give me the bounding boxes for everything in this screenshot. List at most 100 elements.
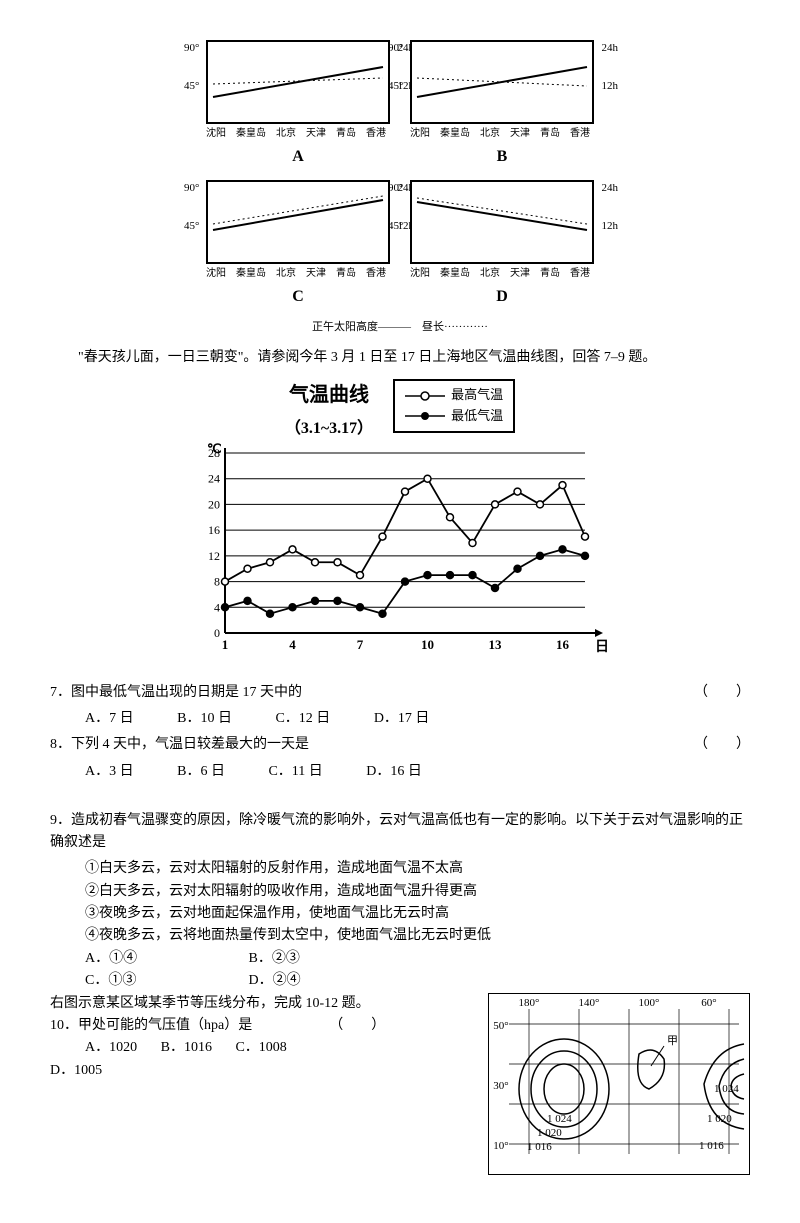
city: 沈阳 [206, 126, 226, 142]
city: 天津 [510, 126, 530, 142]
city: 秦皇岛 [236, 126, 266, 142]
panel-a: 90° 45° 24h 12h [206, 40, 390, 124]
q7-options: A．7 日 B．10 日 C．12 日 D．17 日 [50, 708, 750, 730]
intro-text: "春天孩儿面，一日三朝变"。请参阅今年 3 月 1 日至 17 日上海地区气温曲… [50, 347, 750, 369]
city: 香港 [366, 266, 386, 282]
svg-text:4: 4 [289, 637, 296, 652]
chart-legend: 最高气温 最低气温 [393, 379, 515, 433]
city: 青岛 [540, 126, 560, 142]
svg-text:50°: 50° [493, 1020, 508, 1032]
ylab: 90° [388, 40, 403, 58]
chart-subtitle: （3.1~3.17） [285, 420, 373, 437]
svg-text:12: 12 [208, 549, 220, 563]
ylab: 90° [388, 180, 403, 198]
panel-a-wrap: 90° 45° 24h 12h 沈阳 秦皇岛 北京 天津 青岛 香港 A [206, 40, 390, 170]
svg-text:16: 16 [556, 637, 570, 652]
city: 秦皇岛 [236, 266, 266, 282]
svg-text:30°: 30° [493, 1080, 508, 1092]
opt-c: C．①③ [85, 970, 245, 992]
svg-text:甲: 甲 [667, 1035, 678, 1047]
panel-label-a: A [206, 144, 390, 170]
panel-c: 90° 45° 24h 12h [206, 180, 390, 264]
temperature-svg: 2824201612840℃147101316日 [190, 443, 610, 663]
opt-c: C．12 日 [275, 708, 330, 730]
panel-charts-top-row: 90° 45° 24h 12h 沈阳 秦皇岛 北京 天津 青岛 香港 A 90°… [50, 40, 750, 170]
opt-d: D．16 日 [366, 761, 422, 783]
panel-b: 90° 45° 24h 12h [410, 40, 594, 124]
svg-text:100°: 100° [639, 997, 660, 1009]
opt-b: B．6 日 [177, 761, 225, 783]
panel-d-wrap: 90° 45° 24h 12h 沈阳 秦皇岛 北京 天津 青岛 香港 D [410, 180, 594, 310]
svg-text:16: 16 [208, 523, 220, 537]
blank-paren: （ ） [694, 682, 750, 704]
opt-c: C．1008 [235, 1040, 286, 1055]
q10-section: 右图示意某区域某季节等压线分布，完成 10-12 题。 10．甲处可能的气压值（… [50, 993, 750, 1193]
ylab: 12h [602, 218, 619, 236]
q9-sub3: ③夜晚多云，云对地面起保温作用，使地面气温比无云时高 [50, 903, 750, 925]
q9-sub2: ②白天多云，云对太阳辐射的吸收作用，造成地面气温升得更高 [50, 881, 750, 903]
q8-options: A．3 日 B．6 日 C．11 日 D．16 日 [50, 761, 750, 783]
svg-text:60°: 60° [701, 997, 716, 1009]
ylab: 90° [184, 40, 199, 58]
city: 北京 [276, 126, 296, 142]
city: 北京 [276, 266, 296, 282]
city: 沈阳 [206, 266, 226, 282]
opt-d: D．②④ [249, 973, 301, 988]
isobar-map: 180° 140° 100° 60° 50° 30° 10° 1 024 1 0… [488, 993, 750, 1175]
q7-stem: 7．图中最低气温出现的日期是 17 天中的 （ ） [50, 682, 750, 704]
blank-paren: （ ） [694, 734, 750, 756]
svg-text:180°: 180° [519, 997, 540, 1009]
q9-sub1: ①白天多云，云对太阳辐射的反射作用，造成地面气温不太高 [50, 858, 750, 880]
q8-stem: 8．下列 4 天中，气温日较差最大的一天是 （ ） [50, 734, 750, 756]
panel-b-wrap: 90° 45° 24h 12h 沈阳 秦皇岛 北京 天津 青岛 香港 B [410, 40, 594, 170]
opt-a: A．7 日 [85, 708, 134, 730]
chart-title-block: 气温曲线 （3.1~3.17） [285, 379, 373, 443]
city: 天津 [306, 126, 326, 142]
city: 秦皇岛 [440, 266, 470, 282]
ylab: 24h [602, 40, 619, 58]
svg-text:1 020: 1 020 [537, 1127, 562, 1139]
svg-text:1 016: 1 016 [527, 1141, 552, 1153]
city: 青岛 [336, 126, 356, 142]
panel-label-c: C [206, 284, 390, 310]
svg-text:140°: 140° [579, 997, 600, 1009]
q9-sub4: ④夜晚多云，云将地面热量传到太空中，使地面气温比无云时更低 [50, 925, 750, 947]
stem-text: 7．图中最低气温出现的日期是 17 天中的 [50, 685, 302, 700]
ylab: 45° [388, 218, 403, 236]
temperature-chart: 气温曲线 （3.1~3.17） 最高气温 最低气温 2824201612840℃… [50, 379, 750, 671]
ylab: 24h [602, 180, 619, 198]
legend-lo: 最低气温 [451, 406, 503, 427]
svg-text:1 020: 1 020 [707, 1113, 732, 1125]
q9-options-row1: A．①④ B．②③ [50, 948, 750, 970]
city: 沈阳 [410, 266, 430, 282]
chart-title: 气温曲线 [289, 384, 369, 406]
panel-charts-bottom-row: 90° 45° 24h 12h 沈阳 秦皇岛 北京 天津 青岛 香港 C 90°… [50, 180, 750, 310]
svg-text:1 024: 1 024 [547, 1113, 572, 1125]
svg-text:10: 10 [421, 637, 434, 652]
ylab: 12h [602, 78, 619, 96]
opt-b: B．1016 [161, 1040, 212, 1055]
city: 北京 [480, 126, 500, 142]
opt-a: A．1020 [85, 1040, 137, 1055]
svg-text:1 024: 1 024 [714, 1083, 739, 1095]
svg-text:24: 24 [208, 472, 220, 486]
legend-hi: 最高气温 [451, 385, 503, 406]
stem-text: 8．下列 4 天中，气温日较差最大的一天是 [50, 737, 309, 752]
opt-a: A．3 日 [85, 761, 134, 783]
svg-text:1: 1 [222, 637, 229, 652]
ylab: 45° [184, 218, 199, 236]
panel-label-d: D [410, 284, 594, 310]
panel-d: 90° 45° 24h 12h [410, 180, 594, 264]
opt-d: D．17 日 [374, 708, 430, 730]
city: 天津 [306, 266, 326, 282]
svg-text:0: 0 [214, 626, 220, 640]
svg-text:10°: 10° [493, 1140, 508, 1152]
city: 青岛 [540, 266, 560, 282]
opt-b: B．10 日 [177, 708, 232, 730]
svg-text:1 016: 1 016 [699, 1140, 724, 1152]
x-cities: 沈阳 秦皇岛 北京 天津 青岛 香港 [206, 126, 386, 142]
opt-c: C．11 日 [268, 761, 322, 783]
opt-b: B．②③ [249, 951, 300, 966]
q9-stem: 9．造成初春气温骤变的原因，除冷暖气流的影响外，云对气温高低也有一定的影响。以下… [50, 810, 750, 855]
city: 沈阳 [410, 126, 430, 142]
